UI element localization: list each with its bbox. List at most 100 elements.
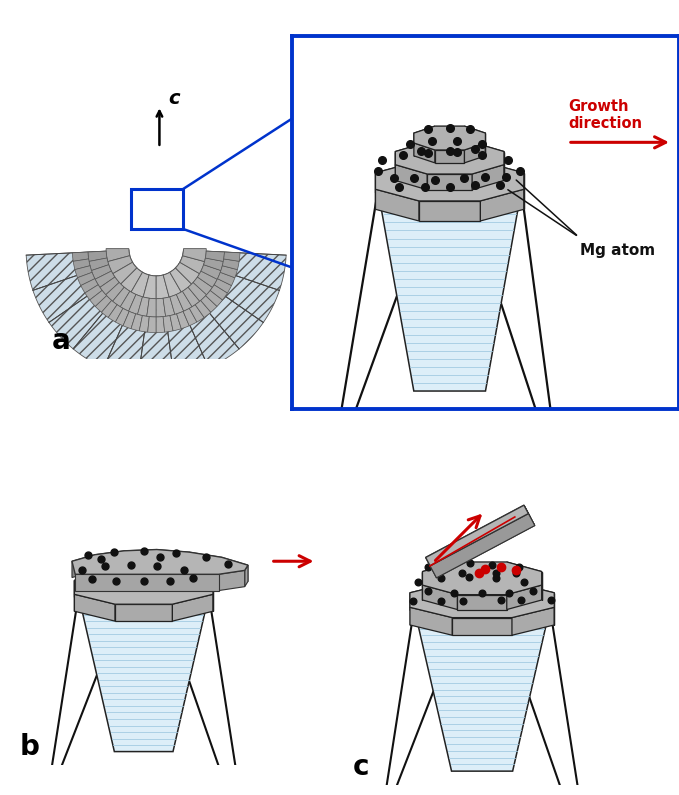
Polygon shape — [128, 294, 143, 314]
Polygon shape — [72, 555, 95, 577]
Polygon shape — [75, 574, 219, 591]
Polygon shape — [123, 312, 136, 328]
Polygon shape — [95, 271, 115, 287]
Polygon shape — [183, 287, 200, 307]
Polygon shape — [157, 549, 189, 568]
Polygon shape — [375, 161, 419, 193]
Polygon shape — [79, 595, 209, 751]
Polygon shape — [410, 607, 452, 635]
Polygon shape — [177, 291, 192, 311]
Polygon shape — [183, 249, 206, 262]
Polygon shape — [430, 514, 535, 578]
Polygon shape — [49, 264, 139, 349]
Polygon shape — [395, 165, 427, 190]
Polygon shape — [414, 126, 485, 150]
Polygon shape — [156, 316, 165, 332]
Polygon shape — [426, 505, 528, 566]
Polygon shape — [198, 271, 217, 287]
Polygon shape — [138, 297, 149, 316]
Polygon shape — [163, 273, 181, 297]
Polygon shape — [172, 595, 213, 621]
Polygon shape — [524, 505, 535, 525]
Polygon shape — [90, 290, 107, 306]
Polygon shape — [163, 297, 175, 316]
Polygon shape — [108, 304, 123, 322]
Polygon shape — [124, 549, 157, 567]
Polygon shape — [174, 264, 263, 349]
Polygon shape — [435, 150, 464, 163]
Polygon shape — [452, 583, 512, 600]
Polygon shape — [414, 143, 435, 163]
Polygon shape — [101, 301, 117, 317]
Polygon shape — [75, 266, 92, 277]
Polygon shape — [507, 562, 542, 587]
Polygon shape — [422, 562, 458, 587]
Polygon shape — [106, 249, 130, 262]
Text: c: c — [353, 753, 369, 781]
Polygon shape — [214, 279, 232, 293]
Polygon shape — [206, 290, 223, 306]
Polygon shape — [175, 262, 200, 284]
Polygon shape — [147, 316, 156, 332]
Polygon shape — [73, 252, 89, 262]
Polygon shape — [205, 251, 224, 262]
Polygon shape — [422, 585, 458, 610]
Polygon shape — [472, 142, 504, 167]
Bar — [132, 188, 183, 229]
Polygon shape — [72, 549, 248, 574]
Polygon shape — [472, 165, 504, 190]
Polygon shape — [426, 505, 530, 569]
Polygon shape — [172, 571, 213, 597]
Polygon shape — [375, 161, 524, 201]
Polygon shape — [180, 256, 204, 273]
Polygon shape — [222, 557, 248, 581]
Polygon shape — [395, 142, 427, 167]
Polygon shape — [73, 259, 90, 270]
Polygon shape — [163, 316, 173, 332]
Polygon shape — [375, 189, 419, 221]
Text: Growth
direction: Growth direction — [568, 99, 642, 131]
Polygon shape — [147, 298, 156, 317]
Polygon shape — [115, 308, 129, 326]
Polygon shape — [378, 190, 521, 391]
Polygon shape — [170, 314, 181, 331]
Polygon shape — [410, 583, 554, 618]
Polygon shape — [179, 258, 280, 323]
Polygon shape — [183, 308, 197, 326]
Polygon shape — [75, 571, 213, 604]
Polygon shape — [188, 282, 206, 301]
Polygon shape — [95, 296, 111, 312]
Polygon shape — [113, 287, 130, 307]
Polygon shape — [75, 571, 115, 597]
Polygon shape — [73, 270, 145, 368]
Polygon shape — [143, 275, 156, 299]
Polygon shape — [210, 285, 227, 300]
Polygon shape — [177, 312, 189, 328]
Polygon shape — [189, 552, 222, 574]
Polygon shape — [419, 201, 480, 221]
Polygon shape — [427, 142, 472, 158]
Polygon shape — [223, 252, 240, 262]
Polygon shape — [139, 316, 149, 332]
Polygon shape — [414, 126, 435, 146]
Polygon shape — [201, 296, 217, 312]
Polygon shape — [193, 277, 213, 295]
Polygon shape — [95, 551, 124, 571]
Text: c: c — [168, 89, 179, 108]
Polygon shape — [464, 143, 485, 163]
Polygon shape — [458, 595, 507, 610]
Polygon shape — [85, 285, 102, 300]
Polygon shape — [156, 275, 169, 299]
Polygon shape — [104, 273, 152, 378]
Polygon shape — [222, 259, 239, 270]
Polygon shape — [410, 583, 452, 611]
Polygon shape — [108, 256, 132, 273]
Polygon shape — [244, 565, 248, 587]
Polygon shape — [113, 262, 137, 284]
Polygon shape — [204, 258, 223, 270]
Polygon shape — [419, 161, 480, 181]
Polygon shape — [33, 258, 134, 323]
Polygon shape — [422, 562, 542, 595]
Polygon shape — [430, 514, 535, 578]
Polygon shape — [196, 301, 211, 317]
